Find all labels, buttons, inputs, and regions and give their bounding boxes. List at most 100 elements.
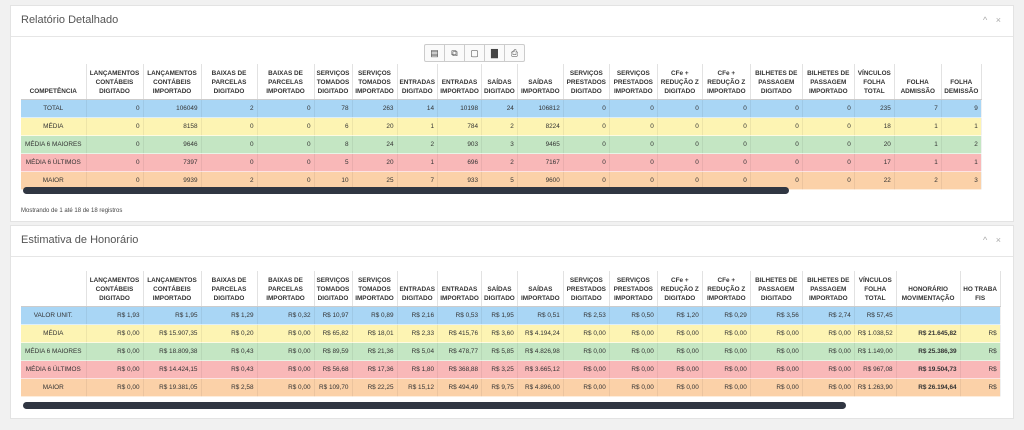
table-cell: R$ 0,00: [563, 360, 610, 379]
column-header[interactable]: [21, 271, 87, 307]
column-header[interactable]: FOLHA ADMISSÃO: [894, 64, 942, 100]
table-cell: 9939: [143, 171, 202, 190]
column-header[interactable]: SERVIÇOS TOMADOS DIGITADO: [314, 64, 353, 100]
column-header[interactable]: CFe + REDUÇÃO Z IMPORTADO: [702, 271, 751, 307]
column-header[interactable]: CFe + REDUÇÃO Z IMPORTADO: [702, 64, 751, 100]
column-header[interactable]: LANÇAMENTOS CONTÁBEIS IMPORTADO: [143, 271, 202, 307]
column-header[interactable]: BAIXAS DE PARCELAS DIGITADO: [201, 64, 258, 100]
table-cell: R$ 0,00: [702, 324, 751, 343]
column-header[interactable]: VÍNCULOS FOLHA TOTAL: [854, 64, 895, 100]
column-header[interactable]: SERVIÇOS PRESTADOS IMPORTADO: [609, 64, 658, 100]
table-cell: R$ 0,32: [257, 306, 315, 325]
table-cell: 6: [314, 117, 353, 136]
table-cell: 0: [257, 99, 315, 118]
column-header[interactable]: SAÍDAS DIGITADO: [481, 271, 518, 307]
table-cell: [960, 306, 1001, 325]
table-cell: 0: [657, 171, 703, 190]
column-header[interactable]: SERVIÇOS PRESTADOS DIGITADO: [563, 64, 610, 100]
table-cell: R$ 0,00: [702, 342, 751, 361]
close-icon[interactable]: ×: [995, 15, 1001, 25]
horizontal-scrollbar[interactable]: [23, 402, 846, 409]
csv-icon[interactable]: ▢: [465, 45, 485, 61]
row-media-6-maiores: MÉDIA 6 MAIORES 0 9646 0 0 8 24 2 903 3 9465 0 0 0 0 0 0…: [21, 135, 982, 154]
print-icon[interactable]: ⎙: [510, 47, 519, 58]
table-cell: 1: [397, 153, 439, 172]
table-cell: R$ 0,00: [657, 378, 703, 397]
column-header[interactable]: COMPETÊNCIA: [21, 64, 87, 100]
table-cell: R$ 0,00: [750, 324, 803, 343]
table-cell: R$ 0,00: [657, 324, 703, 343]
column-header[interactable]: BILHETES DE PASSAGEM DIGITADO: [750, 64, 803, 100]
row-label: MÉDIA: [21, 324, 87, 343]
column-header[interactable]: SERVIÇOS TOMADOS DIGITADO: [314, 271, 353, 307]
table-cell: 18: [854, 117, 895, 136]
column-header[interactable]: SERVIÇOS PRESTADOS DIGITADO: [563, 271, 610, 307]
column-header[interactable]: BAIXAS DE PARCELAS IMPORTADO: [257, 64, 315, 100]
column-header[interactable]: VÍNCULOS FOLHA TOTAL: [854, 271, 897, 307]
table-cell: R$ 26.194,64: [896, 378, 961, 397]
column-header[interactable]: SAÍDAS IMPORTADO: [517, 271, 564, 307]
table-cell: R$ 4.826,98: [517, 342, 564, 361]
column-header[interactable]: SAÍDAS DIGITADO: [481, 64, 518, 100]
column-header[interactable]: SERVIÇOS PRESTADOS IMPORTADO: [609, 271, 658, 307]
table-cell: 0: [257, 171, 315, 190]
table-cell: 20: [352, 117, 398, 136]
column-header[interactable]: SERVIÇOS TOMADOS IMPORTADO: [352, 64, 398, 100]
column-header[interactable]: BILHETES DE PASSAGEM DIGITADO: [750, 271, 803, 307]
column-header[interactable]: LANÇAMENTOS CONTÁBEIS DIGITADO: [86, 271, 144, 307]
column-header[interactable]: CFe + REDUÇÃO Z DIGITADO: [657, 64, 703, 100]
table-cell: 0: [657, 99, 703, 118]
column-header[interactable]: SAÍDAS IMPORTADO: [517, 64, 564, 100]
table-cell: 9: [941, 99, 982, 118]
row-total: TOTAL 0 106049 2 0 78 263 14 10198 24 106812 0 0 0 0 0 0…: [21, 99, 982, 118]
table-cell: 0: [201, 117, 258, 136]
collapse-icon[interactable]: ^: [982, 15, 988, 25]
table-cell: 25: [352, 171, 398, 190]
columns-icon[interactable]: ▤: [425, 45, 445, 61]
column-header[interactable]: HONORÁRIO MOVIMENTAÇÃO: [896, 271, 961, 307]
excel-icon[interactable]: ▇: [485, 45, 505, 61]
estimativa-table-wrap: LANÇAMENTOS CONTÁBEIS DIGITADO LANÇAMENTO…: [21, 271, 1006, 397]
close-icon[interactable]: ×: [995, 235, 1001, 245]
column-header[interactable]: FOLHA DEMISSÃO: [941, 64, 982, 100]
table-cell: R$ 3,25: [481, 360, 518, 379]
table-cell: R$ 0,00: [563, 378, 610, 397]
column-header[interactable]: SERVIÇOS TOMADOS IMPORTADO: [352, 271, 398, 307]
table-cell: R$ 2,58: [201, 378, 258, 397]
column-header[interactable]: ENTRADAS IMPORTADO: [437, 64, 483, 100]
column-header[interactable]: HO TRABA FIS: [960, 271, 1001, 307]
table-cell: 2: [397, 135, 439, 154]
table-cell: R$ 1.263,90: [854, 378, 897, 397]
copy-icon[interactable]: ⧉: [445, 45, 465, 61]
column-header[interactable]: BAIXAS DE PARCELAS IMPORTADO: [257, 271, 315, 307]
table-cell: 0: [702, 117, 751, 136]
column-header[interactable]: BILHETES DE PASSAGEM IMPORTADO: [802, 271, 855, 307]
table-cell: R$ 0,00: [86, 324, 144, 343]
column-header[interactable]: ENTRADAS DIGITADO: [397, 271, 439, 307]
table-cell: R$ 0,00: [609, 324, 658, 343]
column-header[interactable]: LANÇAMENTOS CONTÁBEIS IMPORTADO: [143, 64, 202, 100]
table-cell: R$ 56,68: [314, 360, 353, 379]
column-header[interactable]: ENTRADAS IMPORTADO: [437, 271, 483, 307]
table-cell: R$ 478,77: [437, 342, 483, 361]
table-cell: R$ 0,43: [201, 342, 258, 361]
collapse-icon[interactable]: ^: [982, 235, 988, 245]
estimativa-header: Estimativa de Honorário ^ ×: [11, 226, 1013, 257]
table-cell: 903: [437, 135, 483, 154]
table-cell: R$ 4.194,24: [517, 324, 564, 343]
table-cell: 0: [702, 153, 751, 172]
table-cell: 9465: [517, 135, 564, 154]
table-cell: 0: [86, 117, 144, 136]
table-cell: R$ 1,95: [143, 306, 202, 325]
column-header[interactable]: ENTRADAS DIGITADO: [397, 64, 439, 100]
table-cell: R$ 57,45: [854, 306, 897, 325]
column-header[interactable]: CFe + REDUÇÃO Z DIGITADO: [657, 271, 703, 307]
horizontal-scrollbar[interactable]: [23, 187, 789, 194]
table-cell: R$ 10,97: [314, 306, 353, 325]
column-header[interactable]: BILHETES DE PASSAGEM IMPORTADO: [802, 64, 855, 100]
table-cell: R$ 3,60: [481, 324, 518, 343]
column-header[interactable]: LANÇAMENTOS CONTÁBEIS DIGITADO: [86, 64, 144, 100]
table-cell: R$ 18.809,38: [143, 342, 202, 361]
table-cell: 1: [894, 117, 942, 136]
column-header[interactable]: BAIXAS DE PARCELAS DIGITADO: [201, 271, 258, 307]
